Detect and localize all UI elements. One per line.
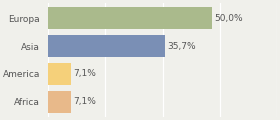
Text: 7,1%: 7,1% xyxy=(74,97,97,106)
Bar xyxy=(48,91,71,113)
Bar xyxy=(48,63,71,85)
Text: 7,1%: 7,1% xyxy=(74,69,97,78)
Text: 50,0%: 50,0% xyxy=(214,14,243,23)
Text: 35,7%: 35,7% xyxy=(167,42,196,51)
Bar xyxy=(48,35,165,57)
Bar xyxy=(48,7,212,29)
